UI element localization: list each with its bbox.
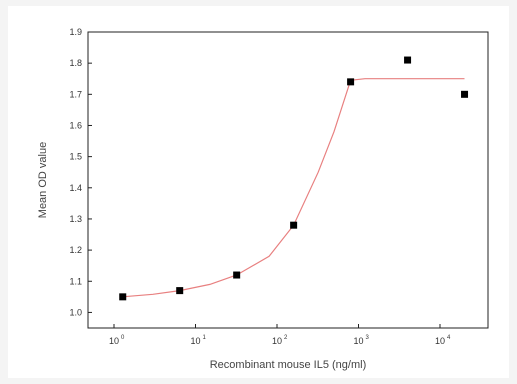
x-tick-label: 10 [353,336,363,346]
x-tick-exponent: 0 [121,335,125,341]
x-tick-label: 10 [435,336,445,346]
data-point [119,293,127,301]
y-tick-label: 1.8 [69,58,82,68]
data-point [347,78,355,86]
data-point [290,221,298,229]
y-tick-label: 1.5 [69,152,82,162]
x-tick-exponent: 2 [284,335,288,341]
x-axis-ticks: 10 0 10 1 10 2 10 3 10 4 [109,324,451,346]
od-chart: 1.01.11.21.31.41.51.61.71.81.9 10 0 10 1 10 2… [37,27,489,371]
fit-curve [122,78,465,298]
data-points [119,56,469,301]
y-tick-label: 1.9 [69,27,82,37]
y-tick-label: 1.2 [69,245,82,255]
y-axis-ticks: 1.0 1.1 1.2 1.3 1.4 1.5 1.6 1.7 1.8 1.9 [69,27,92,317]
data-point [461,90,469,98]
x-tick-exponent: 1 [203,335,207,341]
y-tick-label: 1.7 [69,89,82,99]
data-point [176,287,184,295]
x-tick-exponent: 3 [366,335,370,341]
y-tick-label: 1.0 [69,307,82,317]
y-tick-label: 1.3 [69,214,82,224]
data-point [404,56,412,64]
x-axis-title: Recombinant mouse IL5 (ng/ml) [210,359,367,371]
plot-frame [87,31,489,329]
data-point [233,271,241,279]
y-tick-label: 1.1 [69,276,82,286]
chart-panel: 1.0 1.1 1.2 1.3 1.4 1.5 1.6 1.7 1.8 1.9 10 0 10 1 10 2… [8,6,509,378]
x-tick-label: 10 [190,336,200,346]
y-tick-label: 1.4 [69,183,82,193]
y-tick-label: 1.6 [69,120,82,130]
y-axis-title: Mean OD value [37,142,49,218]
x-tick-label: 10 [272,336,282,346]
x-tick-exponent: 4 [447,335,451,341]
x-tick-label: 10 [109,336,119,346]
